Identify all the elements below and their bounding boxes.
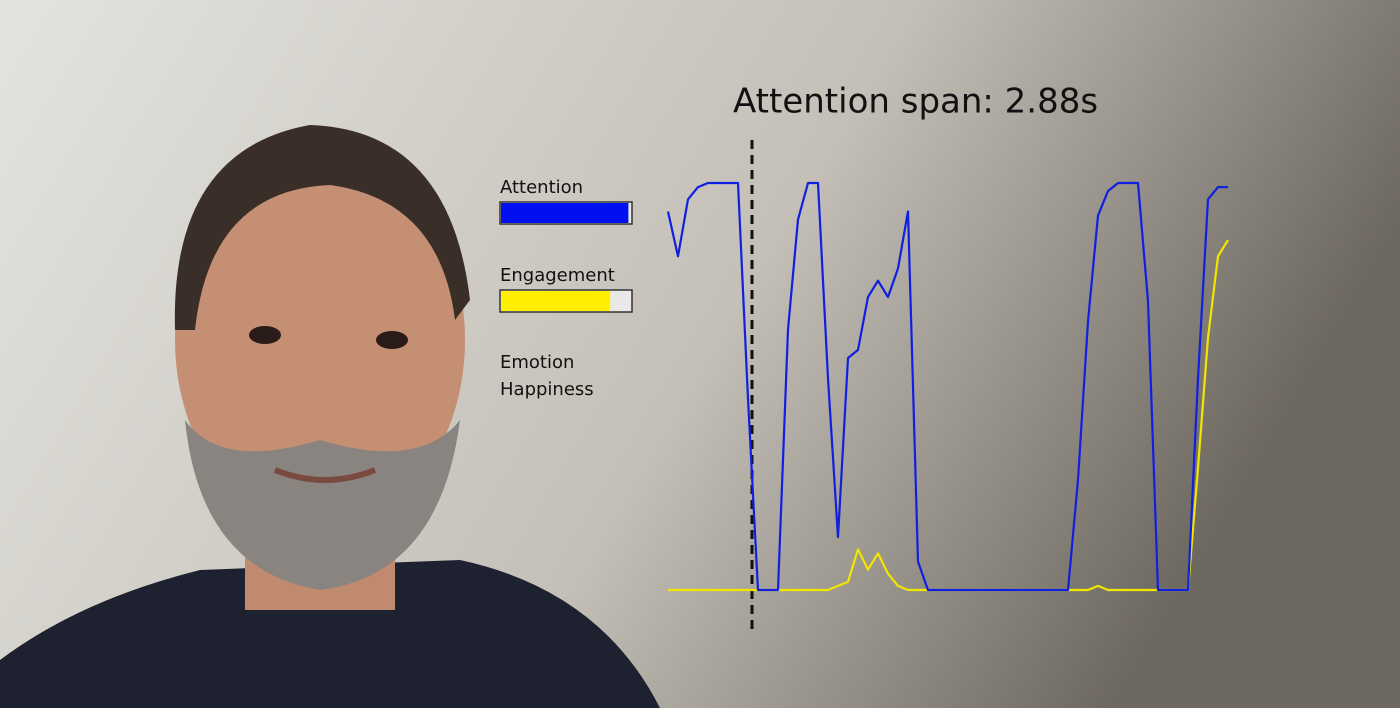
chart-title: Attention span: 2.88s (733, 82, 1098, 122)
meter-fill (501, 203, 629, 223)
meter-label: Engagement (500, 265, 615, 286)
meter-label: Attention (500, 177, 583, 198)
emotion-label: Emotion (500, 352, 574, 373)
data-line (666, 181, 1228, 592)
emotion-value: Happiness (500, 379, 594, 400)
meter-fill (501, 291, 611, 311)
person (0, 125, 660, 708)
side-panel: Emotion Happiness (500, 352, 594, 400)
